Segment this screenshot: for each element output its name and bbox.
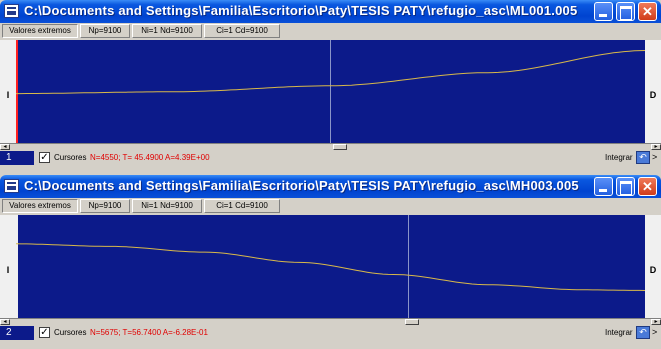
right-label: D	[649, 90, 657, 100]
status-bar: 1 ✓ Cursores N=4550; T= 45.4900 A=4.39E+…	[0, 150, 661, 166]
title-bar[interactable]: C:\Documents and Settings\Familia\Escrit…	[0, 175, 661, 198]
cursor-readout: N=5675; T=56.7400 A=-6.28E-01	[90, 328, 208, 337]
toolbar: Valores extremos Np=9100 Ni=1 Nd=9100 Ci…	[0, 23, 661, 39]
cursor-readout: N=4550; T= 45.4900 A=4.39E+00	[90, 153, 210, 162]
minimize-button[interactable]	[594, 2, 613, 21]
scroll-thumb[interactable]	[333, 144, 347, 150]
np-field[interactable]: Np=9100	[80, 24, 130, 38]
title-bar[interactable]: C:\Documents and Settings\Familia\Escrit…	[0, 0, 661, 23]
toolbar: Valores extremos Np=9100 Ni=1 Nd=9100 Ci…	[0, 198, 661, 214]
more-arrow-icon[interactable]: >	[652, 327, 658, 337]
valores-extremos-button[interactable]: Valores extremos	[2, 24, 78, 38]
signal-plot[interactable]	[16, 215, 645, 318]
left-label: I	[6, 90, 10, 100]
cursores-label: Cursores	[54, 328, 87, 337]
integrar-button[interactable]: Integrar	[605, 153, 633, 162]
signal-svg	[16, 40, 645, 143]
more-arrow-icon[interactable]: >	[652, 152, 658, 162]
ni-nd-field[interactable]: Ni=1 Nd=9100	[132, 24, 202, 38]
app-icon[interactable]	[4, 4, 19, 18]
ci-cd-field[interactable]: Ci=1 Cd=9100	[204, 199, 280, 213]
signal-plot[interactable]	[16, 40, 645, 143]
valores-extremos-button[interactable]: Valores extremos	[2, 199, 78, 213]
ci-cd-field[interactable]: Ci=1 Cd=9100	[204, 24, 280, 38]
close-button[interactable]: ✕	[638, 177, 657, 196]
status-bar: 2 ✓ Cursores N=5675; T=56.7400 A=-6.28E-…	[0, 325, 661, 341]
horizontal-scrollbar[interactable]: ◂ ▸	[0, 143, 661, 150]
minimize-button[interactable]	[594, 177, 613, 196]
ni-nd-field[interactable]: Ni=1 Nd=9100	[132, 199, 202, 213]
cursores-label: Cursores	[54, 153, 87, 162]
undo-icon[interactable]: ↶	[636, 326, 650, 339]
plot-area: I D ◂ ▸	[0, 40, 661, 150]
signal-svg	[16, 215, 645, 318]
cursores-checkbox[interactable]: ✓	[39, 327, 50, 338]
scroll-left-arrow-icon[interactable]: ◂	[0, 319, 10, 325]
right-side-panel: D	[645, 40, 661, 150]
left-label: I	[6, 265, 10, 275]
window-title: C:\Documents and Settings\Familia\Escrit…	[24, 178, 579, 193]
signal-window-2[interactable]: C:\Documents and Settings\Familia\Escrit…	[0, 175, 661, 349]
horizontal-scrollbar[interactable]: ◂ ▸	[0, 318, 661, 325]
signal-window-1[interactable]: C:\Documents and Settings\Familia\Escrit…	[0, 0, 661, 174]
scroll-left-arrow-icon[interactable]: ◂	[0, 144, 10, 150]
left-side-panel: I	[0, 40, 16, 150]
signal-trace	[16, 243, 645, 291]
app-icon[interactable]	[4, 179, 19, 193]
integrar-button[interactable]: Integrar	[605, 328, 633, 337]
signal-trace	[16, 50, 645, 95]
window-number: 2	[0, 326, 34, 340]
maximize-button[interactable]	[616, 2, 635, 21]
right-label: D	[649, 265, 657, 275]
undo-icon[interactable]: ↶	[636, 151, 650, 164]
window-number: 1	[0, 151, 34, 165]
np-field[interactable]: Np=9100	[80, 199, 130, 213]
left-side-panel: I	[0, 215, 16, 325]
close-button[interactable]: ✕	[638, 2, 657, 21]
right-side-panel: D	[645, 215, 661, 325]
scroll-thumb[interactable]	[405, 319, 419, 325]
cursores-checkbox[interactable]: ✓	[39, 152, 50, 163]
plot-area: I D ◂ ▸	[0, 215, 661, 325]
window-title: C:\Documents and Settings\Familia\Escrit…	[24, 3, 578, 18]
maximize-button[interactable]	[616, 177, 635, 196]
window-divider	[0, 166, 661, 175]
